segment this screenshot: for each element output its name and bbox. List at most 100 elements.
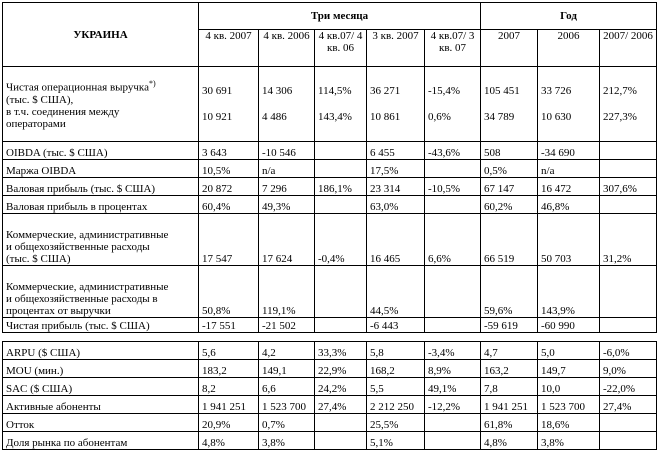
table-cell [423, 159, 482, 178]
table-cell: 49,1% [423, 377, 482, 396]
revenue-total-value: 30 691 [202, 85, 233, 97]
table-cell: 6,6% [423, 213, 482, 266]
table-row: Отток 20,9% 0,7% 25,5% 61,8% 18,6% [2, 413, 658, 432]
table-cell: 8,2 [198, 377, 259, 396]
revenue-cell: -15,4% 0,6% [423, 66, 482, 142]
row-label: Коммерческие, административные и общехозя… [2, 213, 199, 266]
revenue-label: Чистая операционная выручка*) (тыс. $ СШ… [2, 66, 199, 142]
column-header: 3 кв. 2007 [366, 29, 425, 67]
table-cell: 4,8% [198, 431, 259, 450]
table-cell: -0,4% [314, 213, 367, 266]
table-cell: 59,6% [480, 265, 539, 318]
table-cell [423, 317, 482, 333]
table-cell: 17 624 [258, 213, 315, 266]
column-header-row: 4 кв. 2007 4 кв. 2006 4 кв.07/ 4 кв. 06 3 к… [3, 29, 658, 67]
row-separator [2, 332, 657, 342]
table-cell [423, 431, 482, 450]
column-header: 4 кв.07/ 3 кв. 07 [423, 29, 482, 67]
table-cell: 63,0% [366, 195, 425, 214]
revenue-interconnect-value: 143,4% [318, 111, 352, 123]
table-cell [599, 413, 658, 432]
table-cell: 1 941 251 [480, 395, 539, 414]
table-cell: 183,2 [198, 359, 259, 378]
table-cell: 1 523 700 [258, 395, 315, 414]
table-title: УКРАИНА [2, 2, 199, 67]
table-cell: 25,5% [366, 413, 425, 432]
table-cell: 5,1% [366, 431, 425, 450]
table-cell: 0,5% [480, 159, 539, 178]
table-cell: 17,5% [366, 159, 425, 178]
table-row: ARPU ($ США) 5,6 4,2 33,3% 5,8 -3,4% 4,7 5,0 -6,… [2, 341, 658, 360]
revenue-label-line4: операторами [6, 117, 66, 130]
table-cell: 143,9% [537, 265, 601, 318]
table-cell: 67 147 [480, 177, 539, 196]
table-cell: n/a [258, 159, 315, 178]
revenue-total-value: 36 271 [370, 85, 401, 97]
row-label: Активные абоненты [2, 395, 199, 414]
table-cell: 5,0 [537, 341, 601, 360]
table-cell: -10,5% [423, 177, 482, 196]
table-cell: n/a [537, 159, 601, 178]
table-row: Активные абоненты 1 941 251 1 523 700 27,4%… [2, 395, 658, 414]
table-cell: 168,2 [366, 359, 425, 378]
table-cell: -17 551 [198, 317, 259, 333]
revenue-label-line1: Чистая операционная выручка [6, 81, 149, 94]
revenue-interconnect-value: 0,6% [428, 111, 451, 123]
table-cell: 119,1% [258, 265, 315, 318]
table-cell: 1 523 700 [537, 395, 601, 414]
table-cell: 50 703 [537, 213, 601, 266]
table-cell: 8,9% [423, 359, 482, 378]
table-cell [314, 195, 367, 214]
row-label: Отток [2, 413, 199, 432]
table-cell: 1 941 251 [198, 395, 259, 414]
row-label: Чистая прибыль (тыс. $ США) [2, 317, 199, 333]
revenue-interconnect-value: 10 921 [202, 111, 233, 123]
revenue-cell: 114,5% 143,4% [314, 66, 367, 142]
table-cell: -12,2% [423, 395, 482, 414]
table-cell: 2 212 250 [366, 395, 425, 414]
column-header: 2007 [480, 29, 539, 67]
table-cell: 16 465 [366, 213, 425, 266]
revenue-interconnect-value: 10 861 [370, 111, 401, 123]
row-label: MOU (мин.) [2, 359, 199, 378]
separator-cell [2, 332, 657, 342]
table-row: Чистая прибыль (тыс. $ США) -17 551 -21 50… [2, 317, 658, 333]
table-cell: 10,5% [198, 159, 259, 178]
table-cell: 0,7% [258, 413, 315, 432]
table-cell: 4,2 [258, 341, 315, 360]
revenue-total-value: 114,5% [318, 85, 352, 97]
table-cell [423, 195, 482, 214]
table-row: Коммерческие, административные и общехозя… [2, 213, 658, 266]
table-cell: 5,5 [366, 377, 425, 396]
revenue-label-line3: в т.ч. соединения между [6, 105, 120, 118]
row-label-line: процентах от выручки [6, 305, 111, 317]
revenue-interconnect-value: 10 630 [541, 111, 572, 123]
table-cell: 44,5% [366, 265, 425, 318]
table-cell: 17 547 [198, 213, 259, 266]
revenue-cell: 14 306 4 486 [258, 66, 315, 142]
group-year: Год [480, 2, 658, 30]
table-cell: 3,8% [537, 431, 601, 450]
table-cell: 24,2% [314, 377, 367, 396]
table-cell: 3,8% [258, 431, 315, 450]
revenue-total-value: 105 451 [484, 85, 520, 97]
table-cell: 27,4% [314, 395, 367, 414]
revenue-interconnect-value: 4 486 [262, 111, 287, 123]
table-cell: -60 990 [537, 317, 601, 333]
table-row: SAC ($ США) 8,2 6,6 24,2% 5,5 49,1% 7,8 10,0 -22… [2, 377, 658, 396]
revenue-total-value: 33 726 [541, 85, 572, 97]
revenue-label-line2: (тыс. $ США), [6, 93, 74, 106]
row-label: ARPU ($ США) [2, 341, 199, 360]
table-cell: 50,8% [198, 265, 259, 318]
table-cell: 6 455 [366, 141, 425, 160]
table-cell: -6,0% [599, 341, 658, 360]
revenue-cell: 105 451 34 789 [480, 66, 539, 142]
row-label-line: Коммерческие, административные [6, 281, 169, 293]
row-label-line: и общехозяйственные расходы в [6, 293, 158, 305]
table-cell: 7 296 [258, 177, 315, 196]
table-cell [314, 159, 367, 178]
revenue-cell: 36 271 10 861 [366, 66, 425, 142]
table-cell: 4,8% [480, 431, 539, 450]
revenue-interconnect-value: 34 789 [484, 111, 515, 123]
table-cell: 22,9% [314, 359, 367, 378]
